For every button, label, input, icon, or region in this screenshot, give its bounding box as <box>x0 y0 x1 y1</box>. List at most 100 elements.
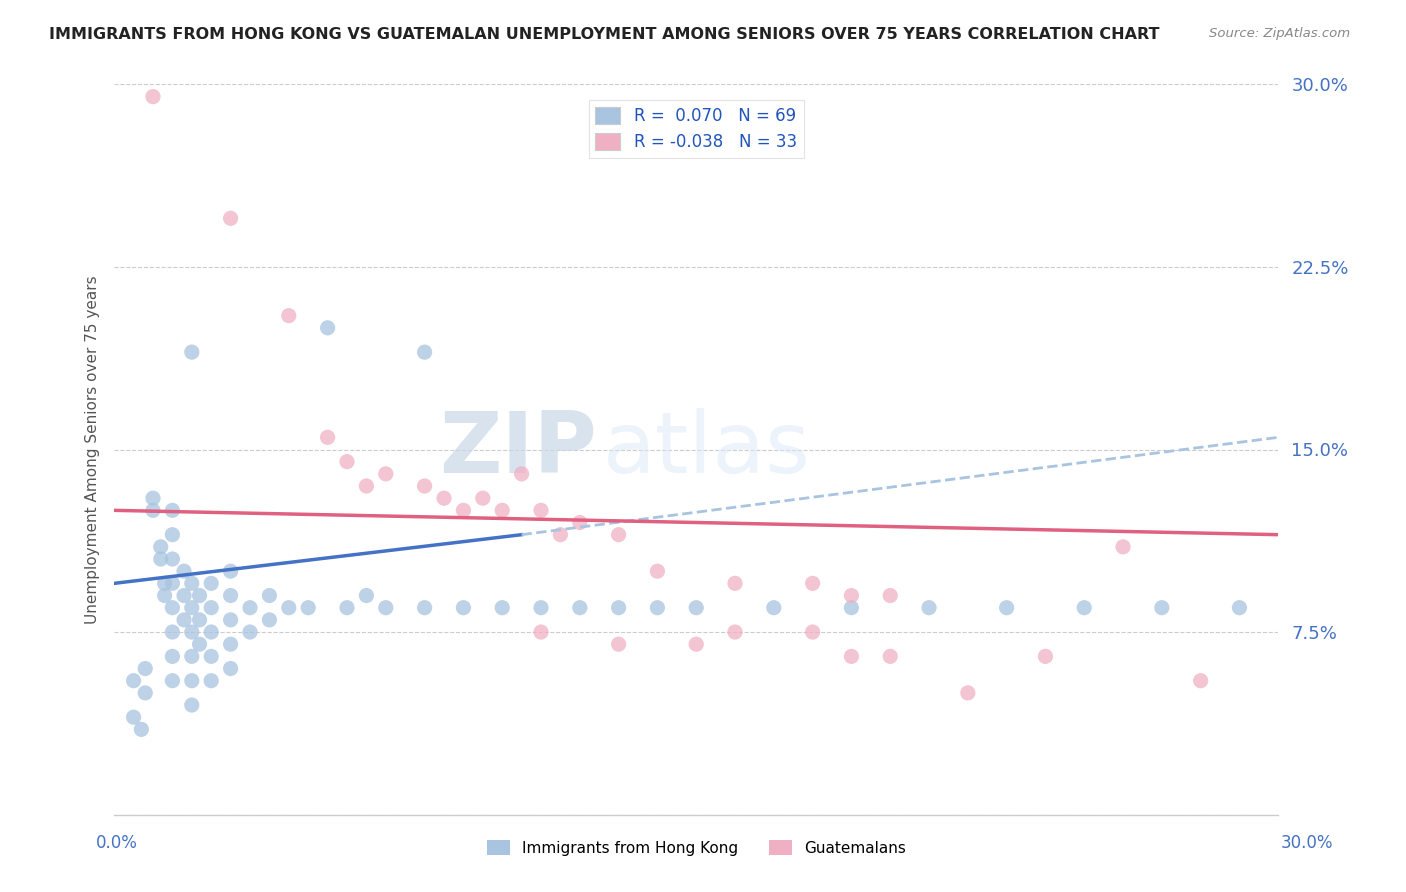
Point <box>122 673 145 688</box>
Point <box>188 589 211 603</box>
Point <box>685 600 707 615</box>
Point <box>134 686 156 700</box>
Point <box>219 613 242 627</box>
Point <box>200 625 222 640</box>
Point <box>173 564 195 578</box>
Point <box>239 600 262 615</box>
Point <box>122 710 145 724</box>
Point <box>607 600 630 615</box>
Point <box>162 625 184 640</box>
Point <box>879 649 901 664</box>
Point <box>180 625 202 640</box>
Legend: R =  0.070   N = 69, R = -0.038   N = 33: R = 0.070 N = 69, R = -0.038 N = 33 <box>589 100 804 158</box>
Text: atlas: atlas <box>603 408 811 491</box>
Point <box>134 661 156 675</box>
Point <box>162 527 184 541</box>
Point <box>200 673 222 688</box>
Point <box>607 637 630 651</box>
Point <box>142 503 165 517</box>
Point <box>433 491 456 505</box>
Point <box>162 503 184 517</box>
Text: ZIP: ZIP <box>440 408 598 491</box>
Point <box>259 613 281 627</box>
Point <box>180 698 202 712</box>
Point <box>162 673 184 688</box>
Point <box>471 491 494 505</box>
Point <box>259 589 281 603</box>
Point <box>153 589 176 603</box>
Point <box>510 467 533 481</box>
Point <box>239 625 262 640</box>
Point <box>801 576 824 591</box>
Point <box>162 600 184 615</box>
Point <box>647 600 669 615</box>
Point <box>316 430 339 444</box>
Point <box>1035 649 1057 664</box>
Point <box>647 564 669 578</box>
Point <box>219 661 242 675</box>
Point <box>142 491 165 505</box>
Y-axis label: Unemployment Among Seniors over 75 years: Unemployment Among Seniors over 75 years <box>86 276 100 624</box>
Text: 30.0%: 30.0% <box>1281 834 1333 852</box>
Point <box>995 600 1018 615</box>
Point <box>188 613 211 627</box>
Point <box>879 589 901 603</box>
Point <box>316 321 339 335</box>
Point <box>607 527 630 541</box>
Point <box>491 503 513 517</box>
Point <box>173 613 195 627</box>
Point <box>200 649 222 664</box>
Point <box>453 600 475 615</box>
Point <box>413 600 436 615</box>
Point <box>336 600 359 615</box>
Point <box>841 589 863 603</box>
Point <box>685 637 707 651</box>
Point <box>162 552 184 566</box>
Point <box>1150 600 1173 615</box>
Point <box>568 600 591 615</box>
Point <box>219 589 242 603</box>
Point <box>1112 540 1135 554</box>
Point <box>173 589 195 603</box>
Point <box>1073 600 1095 615</box>
Point <box>297 600 319 615</box>
Point <box>356 589 378 603</box>
Point <box>277 309 299 323</box>
Point <box>374 467 396 481</box>
Point <box>724 625 747 640</box>
Point <box>149 552 172 566</box>
Point <box>142 89 165 103</box>
Point <box>1189 673 1212 688</box>
Point <box>762 600 785 615</box>
Point <box>219 564 242 578</box>
Point <box>550 527 572 541</box>
Point <box>162 576 184 591</box>
Point <box>530 503 553 517</box>
Point <box>131 723 153 737</box>
Point <box>180 600 202 615</box>
Point <box>180 649 202 664</box>
Point <box>188 637 211 651</box>
Point <box>453 503 475 517</box>
Point <box>200 600 222 615</box>
Text: Source: ZipAtlas.com: Source: ZipAtlas.com <box>1209 27 1350 40</box>
Text: 0.0%: 0.0% <box>96 834 138 852</box>
Point <box>180 345 202 359</box>
Point <box>568 516 591 530</box>
Text: IMMIGRANTS FROM HONG KONG VS GUATEMALAN UNEMPLOYMENT AMONG SENIORS OVER 75 YEARS: IMMIGRANTS FROM HONG KONG VS GUATEMALAN … <box>49 27 1160 42</box>
Point <box>801 625 824 640</box>
Point <box>841 600 863 615</box>
Point <box>356 479 378 493</box>
Point <box>162 649 184 664</box>
Point <box>956 686 979 700</box>
Point <box>918 600 941 615</box>
Point <box>530 625 553 640</box>
Point <box>153 576 176 591</box>
Point <box>374 600 396 615</box>
Point <box>200 576 222 591</box>
Point <box>219 211 242 226</box>
Point <box>413 479 436 493</box>
Point <box>180 673 202 688</box>
Point <box>149 540 172 554</box>
Point <box>1229 600 1251 615</box>
